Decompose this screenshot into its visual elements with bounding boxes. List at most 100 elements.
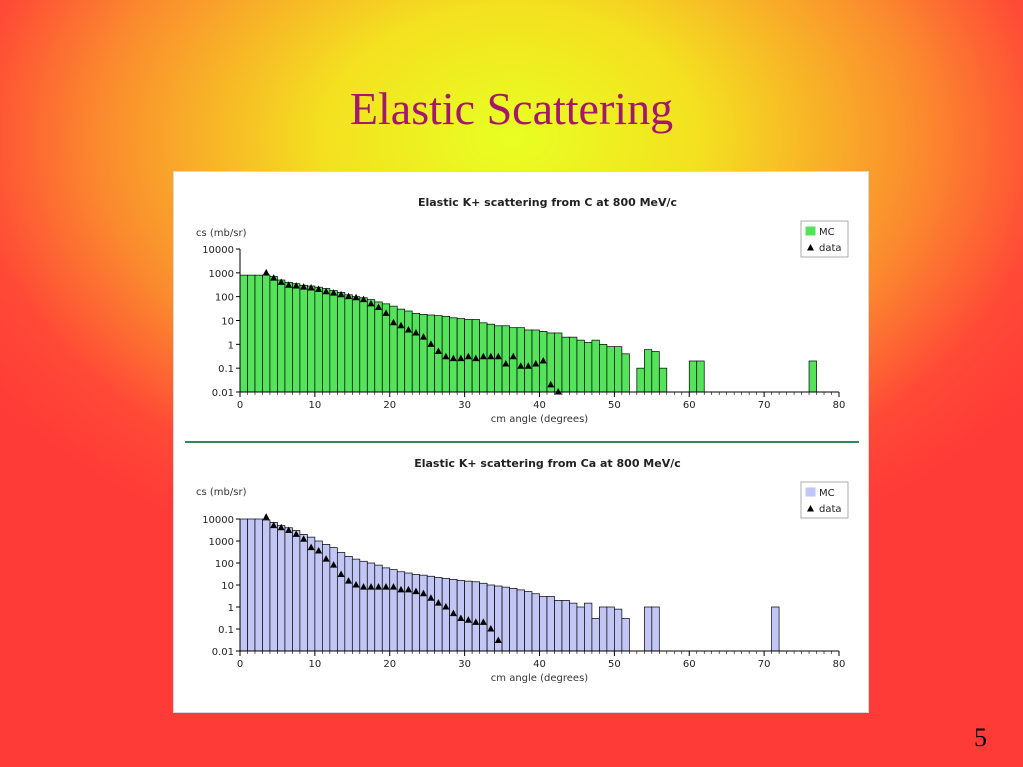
data-point: [524, 362, 532, 369]
mc-bar: [606, 346, 615, 393]
mc-bar: [658, 367, 668, 393]
data-point: [427, 340, 435, 347]
data-point: [285, 281, 293, 288]
mc-bar: [614, 608, 623, 652]
data-point: [285, 526, 293, 534]
mc-bar: [584, 342, 593, 393]
mc-bar: [269, 522, 278, 652]
y-tick-label: 0.01: [212, 647, 234, 658]
mc-bar: [419, 574, 428, 652]
data-point: [352, 293, 360, 301]
x-tick-label: 40: [533, 659, 546, 670]
data-point: [322, 287, 330, 295]
mc-bar: [307, 536, 316, 652]
data-point: [494, 352, 502, 360]
x-tick-label: 10: [309, 659, 322, 670]
mc-bar: [351, 296, 361, 393]
mc-bar: [554, 332, 563, 393]
mc-bar: [651, 606, 660, 652]
data-point: [315, 285, 323, 292]
data-point: [397, 585, 405, 593]
data-point: [404, 325, 412, 333]
x-tick-label: 40: [533, 400, 546, 411]
data-point: [427, 594, 435, 601]
data-point: [539, 356, 547, 364]
x-tick-label: 80: [833, 659, 846, 670]
data-point: [412, 587, 420, 595]
x-tick-label: 60: [683, 659, 696, 670]
mc-bar: [614, 346, 623, 393]
mc-bar: [336, 552, 346, 652]
legend-label-mc: MC: [819, 488, 835, 499]
data-point: [352, 581, 360, 588]
x-tick-label: 0: [237, 659, 243, 670]
data-point: [389, 318, 397, 326]
data-point: [487, 625, 495, 632]
data-point: [412, 328, 420, 336]
y-tick-label: 1000: [209, 269, 234, 280]
y-tick-label: 10: [221, 581, 234, 592]
legend-label-data: data: [819, 243, 842, 254]
panel-separator: [185, 441, 859, 443]
data-point: [442, 603, 450, 610]
data-point: [479, 352, 487, 360]
data-point: [277, 523, 285, 531]
x-tick-label: 30: [458, 400, 471, 411]
data-point: [457, 354, 465, 362]
mc-bar: [396, 571, 406, 652]
x-tick-label: 30: [458, 659, 471, 670]
data-point: [292, 282, 300, 289]
x-tick-label: 10: [309, 400, 322, 411]
data-point: [367, 583, 375, 590]
mc-bar: [411, 312, 421, 393]
mc-bar: [808, 360, 817, 393]
data-point: [404, 585, 412, 593]
mc-bar: [239, 274, 248, 393]
mc-bar: [569, 336, 578, 393]
x-tick-label: 80: [833, 400, 846, 411]
mc-bar: [307, 285, 316, 393]
mc-bar: [441, 578, 451, 652]
y-tick-label: 10000: [202, 515, 234, 526]
legend-label-data: data: [819, 504, 842, 515]
data-point: [300, 283, 308, 290]
y-tick-label: 0.1: [218, 625, 234, 636]
mc-bar: [299, 284, 308, 393]
y-tick-label: 10: [221, 317, 234, 328]
data-point: [315, 547, 323, 554]
mc-bar: [479, 582, 488, 652]
mc-bar: [464, 580, 473, 652]
mc-bar: [621, 353, 630, 393]
y-tick-label: 100: [215, 293, 234, 304]
mc-bar: [591, 618, 600, 652]
data-point: [457, 614, 465, 622]
data-point: [307, 284, 315, 291]
mc-bar: [359, 297, 368, 393]
data-point: [487, 352, 495, 360]
mc-bar: [262, 519, 271, 652]
legend-marker-data: [807, 505, 814, 512]
data-point: [337, 570, 345, 578]
mc-bar: [546, 596, 555, 652]
mc-bar: [344, 294, 353, 393]
x-tick-label: 70: [758, 400, 771, 411]
data-point: [464, 616, 472, 623]
data-point: [554, 388, 562, 395]
chart-carbon: Elastic K+ scattering from C at 800 MeV/…: [196, 196, 849, 425]
mc-bar: [262, 274, 271, 393]
mc-bar: [636, 367, 645, 393]
mc-bar: [322, 288, 331, 393]
mc-bar: [471, 581, 480, 652]
legend-label-mc: MC: [819, 227, 835, 238]
mc-bar: [254, 518, 263, 652]
data-point: [382, 309, 390, 316]
legend-swatch-mc: [805, 226, 816, 236]
data-point: [509, 352, 517, 360]
mc-bar: [516, 589, 525, 652]
mc-bar: [599, 606, 608, 652]
data-point: [449, 609, 457, 617]
data-point: [307, 543, 315, 551]
y-tick-label: 100: [215, 559, 234, 570]
mc-bar: [389, 569, 398, 652]
data-point: [472, 618, 480, 625]
